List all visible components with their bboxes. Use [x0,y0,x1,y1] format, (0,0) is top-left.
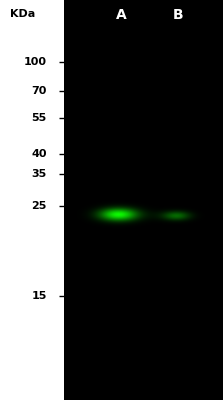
Text: 35: 35 [32,169,47,179]
Text: 70: 70 [31,86,47,96]
Text: 55: 55 [32,113,47,123]
Text: B: B [173,8,184,22]
Text: A: A [116,8,127,22]
Bar [0,0,64,400]
Text: 100: 100 [24,57,47,67]
Text: 15: 15 [31,291,47,301]
Text: 25: 25 [31,201,47,211]
Bar [64,0,223,400]
Text: 40: 40 [31,149,47,159]
Text: KDa: KDa [10,9,35,19]
